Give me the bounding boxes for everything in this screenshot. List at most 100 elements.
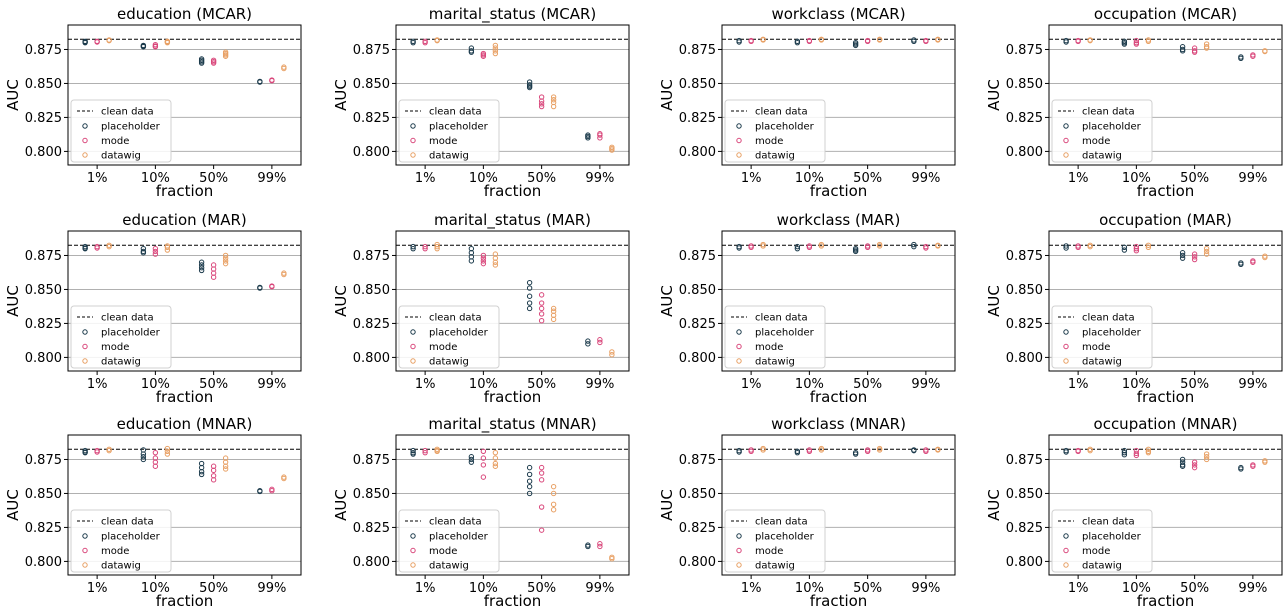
- data-point-mode: [422, 449, 428, 456]
- legend-box: [724, 305, 826, 369]
- data-point-placeholder: [1179, 250, 1186, 256]
- subplot-7: 0.800 0.825 0.850 0.875 1% 10% 50% 99% occupatio…: [985, 211, 1283, 406]
- data-point-datawig: [1203, 248, 1210, 255]
- data-point-mode: [480, 252, 487, 259]
- y-axis-label: AUC: [985, 285, 1003, 317]
- plot-frame: [721, 230, 956, 372]
- data-point-placeholder: [468, 454, 475, 460]
- x-axis-label: fraction: [1137, 388, 1195, 406]
- data-point-placeholder: [1179, 463, 1186, 469]
- x-axis-label: fraction: [156, 592, 214, 610]
- legend-swatch-datawig: [736, 358, 742, 364]
- legend: clean data placeholder mode datawig: [398, 99, 500, 163]
- subplot-11: 0.800 0.825 0.850 0.875 1% 10% 50% 99% occupatio…: [985, 415, 1283, 610]
- data-point-placeholder: [526, 279, 533, 286]
- x-tick-label: 10%: [795, 377, 824, 392]
- data-point-mode: [748, 38, 754, 45]
- y-tick-label: 0.825: [353, 111, 390, 126]
- data-point-mode: [422, 243, 428, 250]
- x-tick-label: 50%: [199, 581, 228, 596]
- data-point-datawig: [492, 449, 499, 456]
- legend-box: [398, 305, 500, 369]
- x-tick-label: 50%: [199, 377, 228, 392]
- data-point-datawig: [434, 37, 440, 44]
- data-point-placeholder: [911, 447, 917, 454]
- legend: clean data placeholder mode datawig: [1051, 509, 1153, 573]
- data-point-mode: [1250, 259, 1256, 265]
- data-point-mode: [538, 103, 545, 110]
- data-point-datawig: [935, 37, 941, 43]
- legend-swatch-datawig: [82, 152, 88, 158]
- legend-box: [724, 99, 826, 163]
- data-point-mode: [1250, 53, 1256, 59]
- data-point-mode: [806, 38, 813, 45]
- y-tick-label: 0.875: [1006, 43, 1043, 58]
- data-point-placeholder: [585, 543, 591, 550]
- data-point-mode: [597, 135, 603, 141]
- data-point-datawig: [550, 97, 557, 103]
- legend-swatch-datawig: [82, 358, 88, 364]
- legend-label: placeholder: [1082, 532, 1142, 543]
- data-point-placeholder: [852, 248, 859, 255]
- data-point-datawig: [609, 147, 615, 153]
- data-point-placeholder: [140, 451, 147, 457]
- data-point-datawig: [1203, 45, 1210, 51]
- legend-label: clean data: [429, 107, 482, 118]
- y-tick-label: 0.825: [679, 521, 716, 536]
- y-tick-label: 0.800: [679, 145, 716, 160]
- x-tick-label: 1%: [87, 377, 108, 392]
- data-point-datawig: [281, 271, 287, 278]
- x-axis-label: fraction: [156, 182, 214, 200]
- data-point-mode: [1133, 450, 1140, 457]
- data-point-mode: [1133, 37, 1140, 44]
- data-point-placeholder: [198, 60, 205, 66]
- data-point-datawig: [222, 252, 229, 259]
- x-tick-label: 99%: [257, 377, 286, 392]
- subplot-4: 0.800 0.825 0.850 0.875 1% 10% 50% 99% education…: [4, 211, 302, 406]
- legend-swatch-mode: [736, 343, 742, 350]
- data-point-placeholder: [468, 49, 475, 55]
- data-point-mode: [152, 44, 159, 50]
- legend-label: mode: [101, 342, 129, 353]
- data-point-mode: [480, 455, 487, 461]
- y-tick-label: 0.875: [679, 249, 716, 264]
- y-axis-label: AUC: [985, 79, 1003, 111]
- data-point-mode: [538, 98, 545, 104]
- legend-label: mode: [101, 546, 129, 557]
- data-point-placeholder: [526, 285, 533, 291]
- data-point-mode: [806, 448, 813, 455]
- legend-label: placeholder: [755, 122, 815, 133]
- legend-swatch-mode: [410, 137, 416, 144]
- x-axis-label: fraction: [1137, 592, 1195, 610]
- y-tick-label: 0.800: [1006, 351, 1043, 366]
- legend-swatch-datawig: [1063, 358, 1069, 364]
- data-point-datawig: [550, 103, 557, 110]
- data-point-placeholder: [1179, 48, 1186, 54]
- x-axis-label: fraction: [484, 388, 542, 406]
- data-point-datawig: [434, 245, 440, 252]
- legend: clean data placeholder mode datawig: [70, 509, 172, 573]
- data-point-datawig: [1203, 456, 1210, 463]
- data-point-mode: [210, 467, 217, 474]
- panel-title: occupation (MCAR): [1094, 5, 1237, 23]
- x-axis-label: fraction: [1137, 182, 1195, 200]
- panel-title: workclass (MNAR): [771, 415, 906, 433]
- legend-swatch-placeholder: [410, 533, 416, 539]
- data-point-mode: [152, 449, 159, 456]
- x-tick-label: 50%: [1180, 171, 1209, 186]
- x-tick-label: 10%: [141, 171, 170, 186]
- x-tick-label: 50%: [527, 171, 556, 186]
- data-point-datawig: [1262, 48, 1268, 55]
- data-point-mode: [1191, 251, 1198, 257]
- x-tick-label: 99%: [257, 581, 286, 596]
- data-point-datawig: [876, 243, 883, 249]
- data-point-mode: [1250, 463, 1256, 469]
- legend-label: mode: [429, 136, 457, 147]
- data-point-datawig: [1203, 251, 1210, 257]
- data-point-placeholder: [257, 488, 263, 495]
- legend-swatch-placeholder: [736, 329, 742, 335]
- data-point-placeholder: [1238, 55, 1244, 62]
- y-tick-label: 0.875: [353, 249, 390, 264]
- legend-label: datawig: [429, 151, 469, 162]
- data-point-datawig: [550, 483, 557, 490]
